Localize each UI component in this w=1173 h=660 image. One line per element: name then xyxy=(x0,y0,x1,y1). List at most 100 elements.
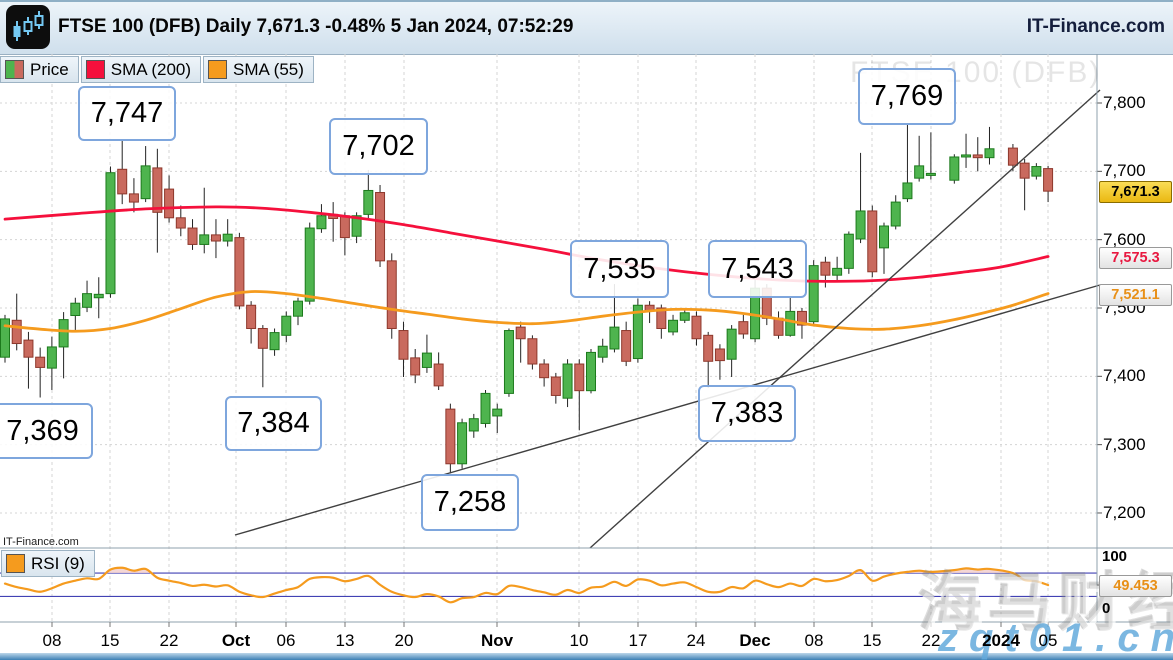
candle[interactable] xyxy=(398,321,409,378)
candle[interactable] xyxy=(304,222,315,305)
candle[interactable] xyxy=(1007,143,1018,172)
candle[interactable] xyxy=(1019,159,1030,211)
candle[interactable] xyxy=(375,184,386,267)
candle[interactable] xyxy=(832,256,843,281)
candle[interactable] xyxy=(117,139,128,205)
candle[interactable] xyxy=(281,311,292,343)
candle[interactable] xyxy=(105,166,116,298)
candle[interactable] xyxy=(984,126,995,165)
candle[interactable] xyxy=(70,297,81,331)
candle[interactable] xyxy=(703,331,714,388)
candle[interactable] xyxy=(621,321,632,367)
candle[interactable] xyxy=(867,205,878,278)
candle[interactable] xyxy=(750,278,761,343)
candle[interactable] xyxy=(714,344,725,380)
candle[interactable] xyxy=(164,175,175,223)
candle[interactable] xyxy=(257,325,268,388)
candle[interactable] xyxy=(480,389,491,428)
candle[interactable] xyxy=(421,334,432,373)
candle[interactable] xyxy=(468,413,479,438)
candle[interactable] xyxy=(668,314,679,336)
candle[interactable] xyxy=(293,297,303,326)
candle[interactable] xyxy=(11,293,22,351)
candle[interactable] xyxy=(726,325,737,378)
candle[interactable] xyxy=(82,280,93,313)
candle[interactable] xyxy=(363,169,374,220)
candle[interactable] xyxy=(316,204,327,233)
rsi-plot xyxy=(0,566,1097,604)
candle[interactable] xyxy=(503,328,514,397)
candle[interactable] xyxy=(386,253,397,339)
candle[interactable] xyxy=(879,222,889,274)
candle[interactable] xyxy=(527,335,538,370)
candle[interactable] xyxy=(445,403,456,474)
candle[interactable] xyxy=(925,132,936,180)
candle[interactable] xyxy=(949,154,960,184)
candle[interactable] xyxy=(187,219,198,250)
candle[interactable] xyxy=(246,301,257,344)
candle[interactable] xyxy=(234,232,245,310)
candle[interactable] xyxy=(902,124,913,203)
candle[interactable] xyxy=(1043,165,1054,203)
candle[interactable] xyxy=(152,148,163,253)
sma200-swatch-icon xyxy=(85,60,105,79)
candle[interactable] xyxy=(515,321,526,363)
candle[interactable] xyxy=(632,298,643,363)
candle[interactable] xyxy=(410,348,421,384)
candle[interactable] xyxy=(855,152,866,244)
app-icon[interactable] xyxy=(6,5,50,49)
trendline[interactable] xyxy=(234,284,1101,536)
candle[interactable] xyxy=(597,338,608,363)
candle[interactable] xyxy=(35,347,46,398)
legend-rsi[interactable]: RSI (9) xyxy=(1,550,95,577)
candle[interactable] xyxy=(586,348,596,394)
candle[interactable] xyxy=(609,284,620,353)
candle[interactable] xyxy=(492,403,503,434)
candle[interactable] xyxy=(269,328,280,356)
candle[interactable] xyxy=(808,260,819,326)
candle[interactable] xyxy=(820,256,831,288)
candle[interactable] xyxy=(175,205,186,237)
brand-link[interactable]: IT-Finance.com xyxy=(1026,16,1165,37)
candle[interactable] xyxy=(691,311,702,346)
candle[interactable] xyxy=(761,284,772,326)
candle[interactable] xyxy=(222,219,233,247)
candles[interactable] xyxy=(0,124,1054,474)
candle[interactable] xyxy=(785,297,796,337)
candle[interactable] xyxy=(93,277,104,319)
legend-sma200[interactable]: SMA (200) xyxy=(80,56,202,83)
candle[interactable] xyxy=(843,231,854,274)
grid-vertical xyxy=(51,54,1049,622)
candle[interactable] xyxy=(210,219,221,259)
candle[interactable] xyxy=(140,146,151,203)
candle[interactable] xyxy=(199,187,210,254)
candle[interactable] xyxy=(128,178,139,213)
candle[interactable] xyxy=(1031,163,1042,180)
candle[interactable] xyxy=(738,314,749,339)
rsi-legend-row: RSI (9) xyxy=(1,550,95,577)
candle[interactable] xyxy=(773,311,784,339)
candle[interactable] xyxy=(328,202,339,242)
candle[interactable] xyxy=(550,372,561,404)
trendline[interactable] xyxy=(589,89,1101,549)
candle[interactable] xyxy=(574,359,585,431)
candle[interactable] xyxy=(890,195,901,230)
candle[interactable] xyxy=(46,336,57,390)
candle[interactable] xyxy=(972,137,983,172)
candle[interactable] xyxy=(433,352,444,390)
candle[interactable] xyxy=(339,212,350,256)
legend-price[interactable]: Price xyxy=(0,56,79,83)
sma55-swatch-icon xyxy=(208,60,228,79)
title-bar: FTSE 100 (DFB) Daily 7,671.3 -0.48% 5 Ja… xyxy=(0,0,1173,55)
legend-sma55-label: SMA (55) xyxy=(233,59,304,79)
candle[interactable] xyxy=(58,312,69,379)
candle[interactable] xyxy=(961,133,972,168)
candle[interactable] xyxy=(0,314,10,363)
legend-sma55[interactable]: SMA (55) xyxy=(203,56,314,83)
candle[interactable] xyxy=(539,359,550,387)
candle[interactable] xyxy=(914,135,925,182)
candle[interactable] xyxy=(23,331,34,389)
candle[interactable] xyxy=(457,418,468,469)
candle[interactable] xyxy=(562,359,573,408)
